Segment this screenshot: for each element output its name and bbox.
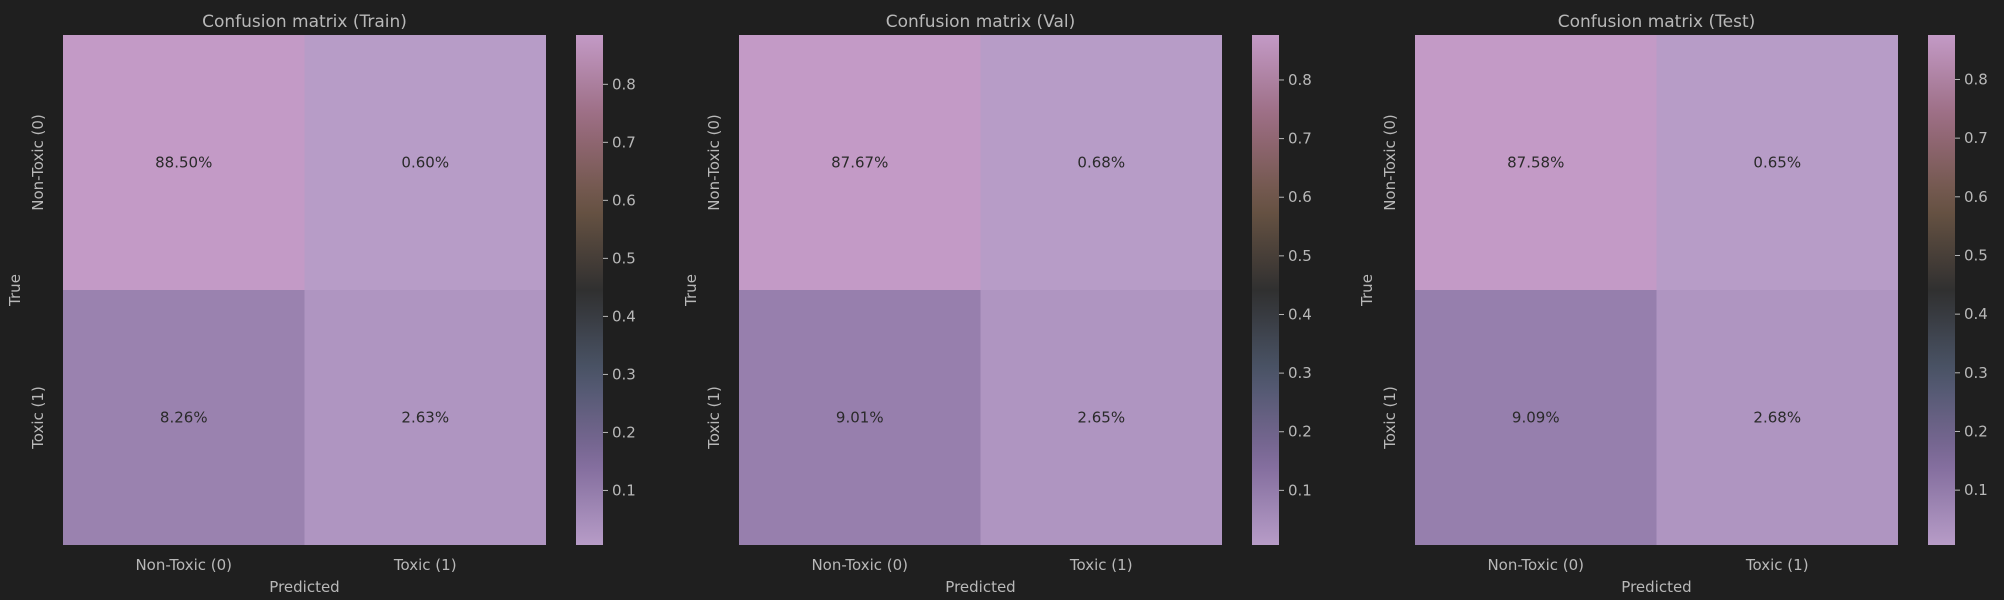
cell-label-r1-c0: 9.09% [1512, 409, 1560, 427]
x-tick-label-0: Non-Toxic (0) [811, 556, 908, 574]
colorbar-tick-label-4: 0.5 [1288, 247, 1312, 265]
cell-label-r1-c1: 2.65% [1077, 409, 1125, 427]
x-tick-label-0: Non-Toxic (0) [1487, 556, 1584, 574]
colorbar-tick-label-1: 0.2 [1964, 422, 1988, 440]
heatmap-cell-r0-c0 [1415, 35, 1657, 290]
heatmap-cell-r0-c1 [1656, 35, 1898, 290]
colorbar-tick-label-2: 0.3 [1964, 364, 1988, 382]
heatmap-cell-r1-c0 [1415, 290, 1657, 545]
x-tick-label-1: Toxic (1) [393, 556, 457, 574]
colorbar-tick-label-5: 0.6 [1288, 188, 1312, 206]
heatmap-cell-r1-c1 [304, 290, 546, 545]
y-tick-label-0: Non-Toxic (0) [29, 114, 47, 211]
y-axis-label: True [1358, 274, 1376, 307]
y-tick-label-0: Non-Toxic (0) [1381, 114, 1399, 211]
cell-label-r0-c0: 87.67% [831, 154, 888, 172]
cell-label-r0-c1: 0.60% [401, 154, 449, 172]
cell-label-r1-c1: 2.63% [401, 409, 449, 427]
cell-label-r0-c1: 0.68% [1077, 154, 1125, 172]
chart-title: Confusion matrix (Train) [202, 12, 407, 32]
y-tick-label-0: Non-Toxic (0) [705, 114, 723, 211]
x-axis-label: Predicted [269, 578, 339, 596]
colorbar-tick-label-1: 0.2 [1288, 423, 1312, 441]
cell-label-r1-c1: 2.68% [1753, 409, 1801, 427]
y-tick-label-1: Toxic (1) [1381, 386, 1399, 450]
y-axis-label: True [682, 274, 700, 307]
x-tick-label-1: Toxic (1) [1069, 556, 1133, 574]
colorbar-tick-label-7: 0.8 [1288, 71, 1312, 89]
colorbar-tick-label-4: 0.5 [612, 249, 636, 267]
cell-label-r1-c0: 9.01% [836, 409, 884, 427]
heatmap-cell-r0-c1 [304, 35, 546, 290]
colorbar-tick-label-0: 0.1 [612, 481, 636, 499]
cell-label-r0-c0: 88.50% [155, 154, 212, 172]
colorbar-tick-label-2: 0.3 [1288, 364, 1312, 382]
colorbar-tick-label-6: 0.7 [1288, 130, 1312, 148]
x-tick-label-1: Toxic (1) [1745, 556, 1809, 574]
colorbar-tick-label-7: 0.8 [1964, 70, 1988, 88]
y-tick-label-1: Toxic (1) [705, 386, 723, 450]
heatmap-cell-r0-c1 [980, 35, 1222, 290]
colorbar-tick-label-1: 0.2 [612, 423, 636, 441]
colorbar-tick-label-3: 0.4 [1288, 305, 1312, 323]
colorbar-tick-label-3: 0.4 [1964, 305, 1988, 323]
colorbar [1252, 35, 1279, 545]
x-axis-label: Predicted [1621, 578, 1691, 596]
y-axis-label: True [6, 274, 24, 307]
colorbar [1928, 35, 1955, 545]
heatmap-cell-r0-c0 [63, 35, 305, 290]
colorbar-tick-label-0: 0.1 [1964, 481, 1988, 499]
heatmap-cell-r0-c0 [739, 35, 981, 290]
heatmap-cell-r1-c0 [63, 290, 305, 545]
x-axis-label: Predicted [945, 578, 1015, 596]
cell-label-r0-c1: 0.65% [1753, 154, 1801, 172]
colorbar-tick-label-5: 0.6 [612, 191, 636, 209]
x-tick-label-0: Non-Toxic (0) [135, 556, 232, 574]
confusion-matrix-panel-0: Confusion matrix (Train) 88.50% 0.60% 8.26%… [6, 12, 636, 596]
cell-label-r0-c0: 87.58% [1507, 154, 1564, 172]
colorbar [576, 35, 603, 545]
heatmap-cell-r1-c1 [980, 290, 1222, 545]
chart-title: Confusion matrix (Test) [1558, 12, 1756, 32]
colorbar-tick-label-7: 0.8 [612, 75, 636, 93]
heatmap-cell-r1-c1 [1656, 290, 1898, 545]
colorbar-tick-label-0: 0.1 [1288, 481, 1312, 499]
colorbar-tick-label-4: 0.5 [1964, 246, 1988, 264]
confusion-matrix-panel-2: Confusion matrix (Test) 87.58% 0.65% 9.09% 2… [1358, 12, 1988, 596]
cell-label-r1-c0: 8.26% [160, 409, 208, 427]
colorbar-tick-label-3: 0.4 [612, 307, 636, 325]
colorbar-tick-label-6: 0.7 [1964, 129, 1988, 147]
colorbar-tick-label-2: 0.3 [612, 365, 636, 383]
confusion-matrix-panel-1: Confusion matrix (Val) 87.67% 0.68% 9.01% 2.… [682, 12, 1312, 596]
y-tick-label-1: Toxic (1) [29, 386, 47, 450]
colorbar-tick-label-6: 0.7 [612, 133, 636, 151]
colorbar-tick-label-5: 0.6 [1964, 188, 1988, 206]
chart-title: Confusion matrix (Val) [886, 12, 1076, 32]
heatmap-cell-r1-c0 [739, 290, 981, 545]
